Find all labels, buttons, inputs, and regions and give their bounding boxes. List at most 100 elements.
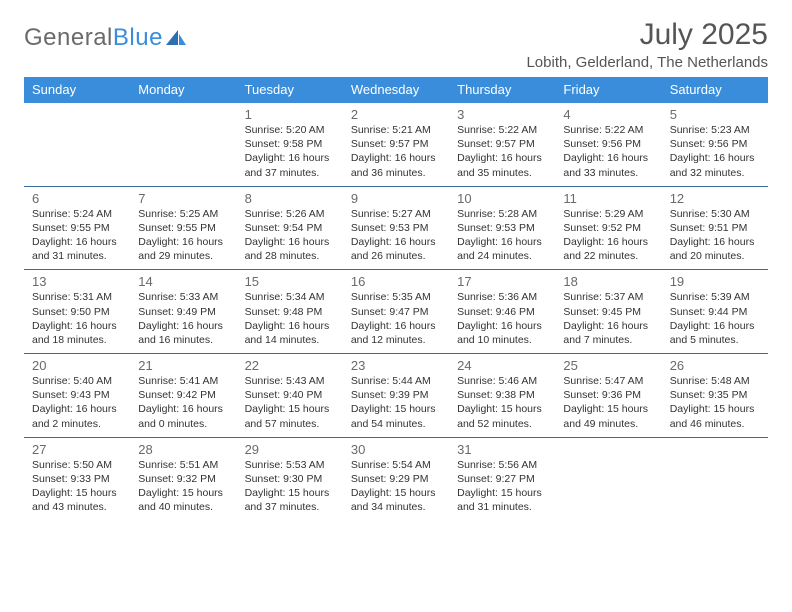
calendar-day-cell: 22Sunrise: 5:43 AMSunset: 9:40 PMDayligh… (237, 354, 343, 438)
sunset-line: Sunset: 9:40 PM (245, 388, 337, 402)
calendar-day-cell: 10Sunrise: 5:28 AMSunset: 9:53 PMDayligh… (449, 186, 555, 270)
calendar-day-cell: 21Sunrise: 5:41 AMSunset: 9:42 PMDayligh… (130, 354, 236, 438)
daylight-line: Daylight: 16 hours and 31 minutes. (32, 235, 124, 263)
day-number: 29 (245, 442, 337, 457)
daylight-line: Daylight: 15 hours and 49 minutes. (563, 402, 655, 430)
location-subtitle: Lobith, Gelderland, The Netherlands (526, 54, 768, 71)
day-info: Sunrise: 5:34 AMSunset: 9:48 PMDaylight:… (245, 290, 337, 347)
calendar-day-cell: 15Sunrise: 5:34 AMSunset: 9:48 PMDayligh… (237, 270, 343, 354)
daylight-line: Daylight: 16 hours and 36 minutes. (351, 151, 443, 179)
day-info: Sunrise: 5:41 AMSunset: 9:42 PMDaylight:… (138, 374, 230, 431)
day-number: 11 (563, 191, 655, 206)
sunset-line: Sunset: 9:27 PM (457, 472, 549, 486)
day-info: Sunrise: 5:26 AMSunset: 9:54 PMDaylight:… (245, 207, 337, 264)
sunrise-line: Sunrise: 5:31 AM (32, 290, 124, 304)
daylight-line: Daylight: 16 hours and 37 minutes. (245, 151, 337, 179)
day-number: 1 (245, 107, 337, 122)
sunset-line: Sunset: 9:35 PM (670, 388, 762, 402)
calendar-week-row: 1Sunrise: 5:20 AMSunset: 9:58 PMDaylight… (24, 103, 768, 186)
calendar-day-cell: 1Sunrise: 5:20 AMSunset: 9:58 PMDaylight… (237, 103, 343, 186)
sunrise-line: Sunrise: 5:22 AM (563, 123, 655, 137)
daylight-line: Daylight: 16 hours and 33 minutes. (563, 151, 655, 179)
sunset-line: Sunset: 9:46 PM (457, 305, 549, 319)
col-wednesday: Wednesday (343, 77, 449, 103)
day-info: Sunrise: 5:43 AMSunset: 9:40 PMDaylight:… (245, 374, 337, 431)
day-number: 24 (457, 358, 549, 373)
calendar-day-cell (662, 437, 768, 520)
day-number: 25 (563, 358, 655, 373)
day-info: Sunrise: 5:24 AMSunset: 9:55 PMDaylight:… (32, 207, 124, 264)
day-number: 28 (138, 442, 230, 457)
calendar-day-cell: 31Sunrise: 5:56 AMSunset: 9:27 PMDayligh… (449, 437, 555, 520)
day-info: Sunrise: 5:28 AMSunset: 9:53 PMDaylight:… (457, 207, 549, 264)
day-info: Sunrise: 5:36 AMSunset: 9:46 PMDaylight:… (457, 290, 549, 347)
day-number: 20 (32, 358, 124, 373)
daylight-line: Daylight: 15 hours and 43 minutes. (32, 486, 124, 514)
day-info: Sunrise: 5:46 AMSunset: 9:38 PMDaylight:… (457, 374, 549, 431)
day-number: 15 (245, 274, 337, 289)
daylight-line: Daylight: 16 hours and 5 minutes. (670, 319, 762, 347)
sunset-line: Sunset: 9:55 PM (32, 221, 124, 235)
sunrise-line: Sunrise: 5:47 AM (563, 374, 655, 388)
sunset-line: Sunset: 9:58 PM (245, 137, 337, 151)
calendar-day-cell: 23Sunrise: 5:44 AMSunset: 9:39 PMDayligh… (343, 354, 449, 438)
sunset-line: Sunset: 9:56 PM (670, 137, 762, 151)
day-info: Sunrise: 5:29 AMSunset: 9:52 PMDaylight:… (563, 207, 655, 264)
day-info: Sunrise: 5:22 AMSunset: 9:56 PMDaylight:… (563, 123, 655, 180)
daylight-line: Daylight: 16 hours and 20 minutes. (670, 235, 762, 263)
calendar-day-cell: 6Sunrise: 5:24 AMSunset: 9:55 PMDaylight… (24, 186, 130, 270)
calendar-day-cell (24, 103, 130, 186)
calendar-day-cell: 5Sunrise: 5:23 AMSunset: 9:56 PMDaylight… (662, 103, 768, 186)
calendar-day-cell: 16Sunrise: 5:35 AMSunset: 9:47 PMDayligh… (343, 270, 449, 354)
calendar-day-cell: 3Sunrise: 5:22 AMSunset: 9:57 PMDaylight… (449, 103, 555, 186)
sunrise-line: Sunrise: 5:44 AM (351, 374, 443, 388)
sunset-line: Sunset: 9:48 PM (245, 305, 337, 319)
day-number: 9 (351, 191, 443, 206)
calendar-day-cell: 24Sunrise: 5:46 AMSunset: 9:38 PMDayligh… (449, 354, 555, 438)
day-info: Sunrise: 5:30 AMSunset: 9:51 PMDaylight:… (670, 207, 762, 264)
calendar-day-cell: 13Sunrise: 5:31 AMSunset: 9:50 PMDayligh… (24, 270, 130, 354)
day-info: Sunrise: 5:44 AMSunset: 9:39 PMDaylight:… (351, 374, 443, 431)
day-number: 14 (138, 274, 230, 289)
sunrise-line: Sunrise: 5:56 AM (457, 458, 549, 472)
sunset-line: Sunset: 9:53 PM (351, 221, 443, 235)
title-block: July 2025 Lobith, Gelderland, The Nether… (526, 18, 768, 71)
calendar-week-row: 20Sunrise: 5:40 AMSunset: 9:43 PMDayligh… (24, 354, 768, 438)
logo-text: GeneralBlue (24, 24, 163, 52)
day-number: 4 (563, 107, 655, 122)
sunrise-line: Sunrise: 5:30 AM (670, 207, 762, 221)
sunrise-line: Sunrise: 5:20 AM (245, 123, 337, 137)
daylight-line: Daylight: 16 hours and 29 minutes. (138, 235, 230, 263)
calendar-day-cell (555, 437, 661, 520)
sunrise-line: Sunrise: 5:26 AM (245, 207, 337, 221)
sunrise-line: Sunrise: 5:34 AM (245, 290, 337, 304)
calendar-day-cell: 4Sunrise: 5:22 AMSunset: 9:56 PMDaylight… (555, 103, 661, 186)
daylight-line: Daylight: 15 hours and 57 minutes. (245, 402, 337, 430)
sunset-line: Sunset: 9:43 PM (32, 388, 124, 402)
day-number: 19 (670, 274, 762, 289)
day-info: Sunrise: 5:22 AMSunset: 9:57 PMDaylight:… (457, 123, 549, 180)
daylight-line: Daylight: 15 hours and 34 minutes. (351, 486, 443, 514)
sunset-line: Sunset: 9:56 PM (563, 137, 655, 151)
sunrise-line: Sunrise: 5:43 AM (245, 374, 337, 388)
daylight-line: Daylight: 16 hours and 24 minutes. (457, 235, 549, 263)
sunrise-line: Sunrise: 5:24 AM (32, 207, 124, 221)
daylight-line: Daylight: 15 hours and 37 minutes. (245, 486, 337, 514)
daylight-line: Daylight: 15 hours and 54 minutes. (351, 402, 443, 430)
day-info: Sunrise: 5:25 AMSunset: 9:55 PMDaylight:… (138, 207, 230, 264)
page-title: July 2025 (526, 18, 768, 52)
day-info: Sunrise: 5:33 AMSunset: 9:49 PMDaylight:… (138, 290, 230, 347)
daylight-line: Daylight: 15 hours and 52 minutes. (457, 402, 549, 430)
sunset-line: Sunset: 9:51 PM (670, 221, 762, 235)
day-number: 16 (351, 274, 443, 289)
day-number: 3 (457, 107, 549, 122)
col-thursday: Thursday (449, 77, 555, 103)
calendar-day-cell (130, 103, 236, 186)
logo-word-1: General (24, 24, 113, 51)
day-info: Sunrise: 5:21 AMSunset: 9:57 PMDaylight:… (351, 123, 443, 180)
calendar-day-cell: 25Sunrise: 5:47 AMSunset: 9:36 PMDayligh… (555, 354, 661, 438)
sunset-line: Sunset: 9:47 PM (351, 305, 443, 319)
day-number: 31 (457, 442, 549, 457)
day-info: Sunrise: 5:48 AMSunset: 9:35 PMDaylight:… (670, 374, 762, 431)
sunrise-line: Sunrise: 5:35 AM (351, 290, 443, 304)
